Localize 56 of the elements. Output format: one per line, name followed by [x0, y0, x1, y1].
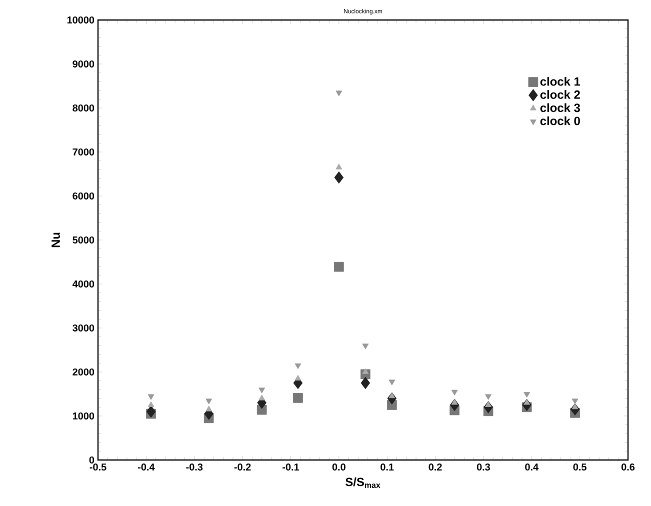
x-tick-label: -0.4	[138, 464, 155, 471]
legend-label: clock 0	[540, 116, 580, 126]
y-axis-title: Nu	[52, 232, 60, 248]
x-tick-label: -0.5	[90, 464, 106, 471]
x-tick-label: 0.4	[525, 464, 539, 471]
x-tick-label: 0.1	[380, 464, 394, 471]
point	[572, 404, 578, 410]
y-tick-label: 8000	[72, 104, 94, 112]
point	[336, 90, 342, 96]
point	[336, 164, 342, 170]
y-tick-label: 3000	[72, 324, 94, 332]
point	[206, 406, 212, 412]
x-tick-label: 0.2	[428, 464, 442, 471]
legend-label: clock 1	[540, 76, 580, 86]
point	[362, 344, 369, 350]
point	[294, 374, 302, 381]
x-tick-label: -0.3	[186, 464, 203, 471]
point	[360, 376, 370, 390]
legend-label: clock 2	[540, 90, 580, 99]
point	[146, 405, 156, 418]
point	[524, 392, 530, 398]
point	[362, 368, 369, 374]
y-tick-label: 1000	[72, 412, 94, 420]
y-tick-label: 9000	[72, 60, 94, 68]
x-tick-label: -0.2	[234, 464, 251, 471]
y-tick-label: 2000	[72, 368, 94, 376]
x-tick-label: 0.5	[573, 464, 586, 471]
point	[258, 394, 266, 400]
point	[485, 401, 492, 407]
x-tick-label: 0.0	[332, 464, 346, 471]
point	[451, 399, 458, 405]
point	[148, 401, 154, 407]
x-tick-label: -0.1	[282, 464, 300, 471]
y-tick-label: 5000	[72, 236, 94, 244]
y-tick-label: 0	[89, 456, 94, 464]
point	[524, 399, 530, 405]
y-tick-label: 10000	[67, 16, 94, 24]
point	[258, 388, 266, 394]
point	[206, 398, 212, 404]
point	[388, 392, 396, 398]
point	[334, 262, 344, 272]
legend-label: clock 3	[540, 103, 580, 112]
point	[293, 393, 303, 403]
x-tick-label: 0.6	[621, 464, 635, 471]
x-tick-label: 0.3	[476, 464, 490, 471]
y-tick-label: 4000	[72, 280, 94, 288]
point	[485, 394, 492, 400]
point	[572, 398, 578, 404]
point	[294, 363, 302, 370]
point	[148, 394, 154, 400]
y-tick-label: 6000	[72, 192, 94, 200]
y-tick-label: 7000	[72, 148, 94, 156]
point	[334, 171, 344, 184]
point	[451, 390, 458, 396]
x-axis-title: S/S$_{max}$	[345, 477, 380, 488]
point	[388, 380, 396, 386]
